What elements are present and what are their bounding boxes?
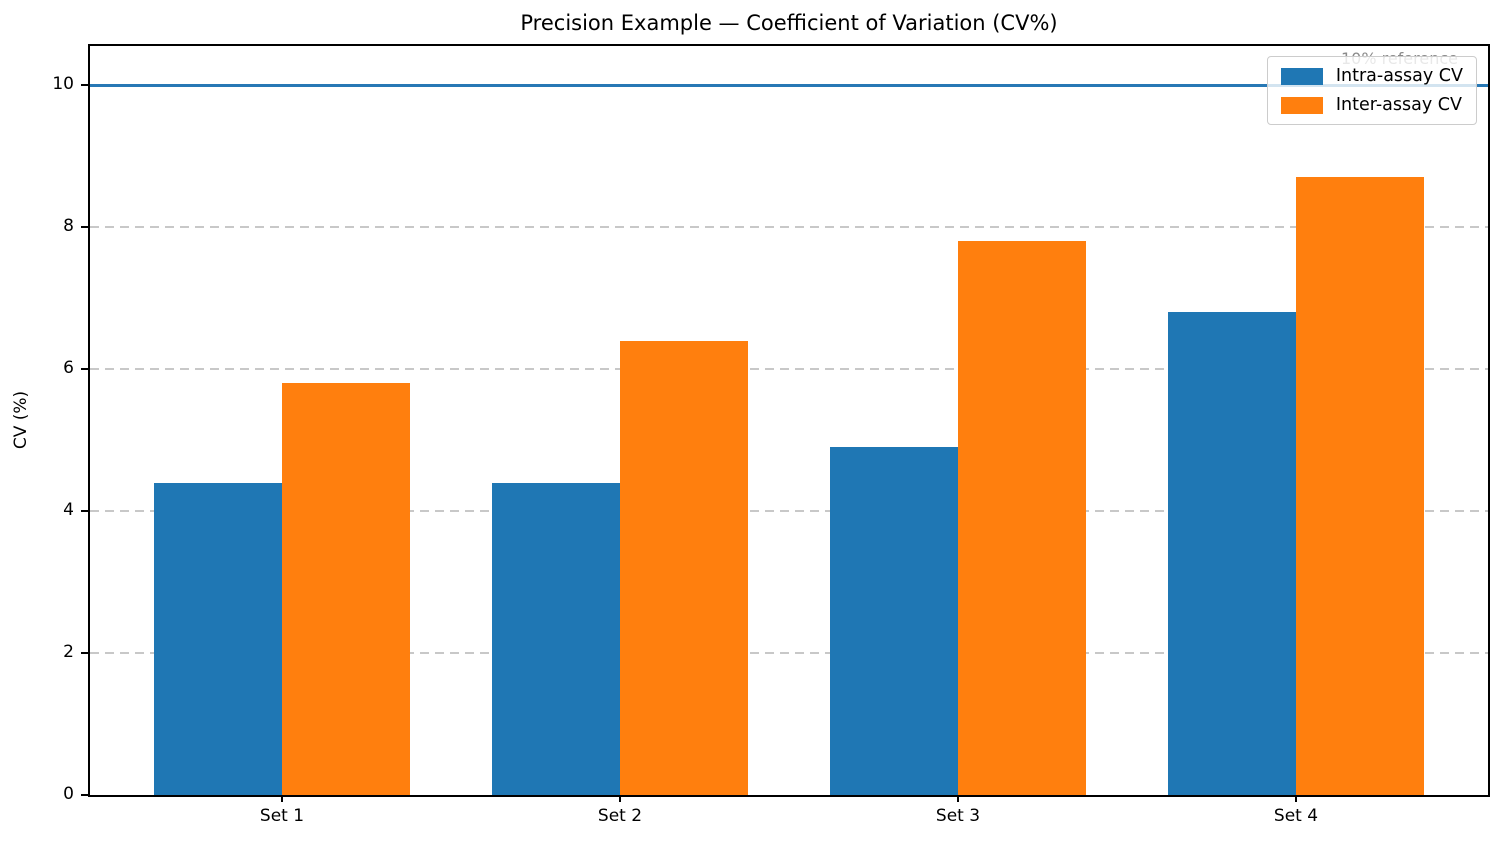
x-tick-label-set-1: Set 1: [259, 806, 305, 826]
reference-line: [90, 83, 1488, 87]
x-tick-set-1: [280, 795, 283, 802]
y-tick-4: [81, 510, 88, 513]
legend: Intra-assay CV Inter-assay CV: [1266, 56, 1477, 125]
legend-item-intra-assay-cv: Intra-assay CV: [1280, 66, 1463, 86]
bar-intra-assay-cv-set-3: [829, 447, 958, 795]
y-tick-label-0: 0: [63, 784, 74, 804]
gridline-y-4: [90, 510, 1488, 513]
x-tick-set-2: [618, 795, 621, 802]
legend-swatch-intra-assay-cv: [1280, 67, 1323, 85]
bar-inter-assay-cv-set-3: [958, 241, 1087, 795]
gridline-y-8: [90, 226, 1488, 229]
y-tick-label-10: 10: [52, 74, 74, 95]
y-tick-label-4: 4: [63, 500, 74, 521]
chart-title: Precision Example — Coefficient of Varia…: [520, 11, 1058, 35]
y-tick-8: [81, 226, 88, 229]
legend-swatch-inter-assay-cv: [1280, 96, 1323, 114]
x-tick-set-4: [1295, 795, 1297, 802]
y-tick-label-8: 8: [63, 216, 74, 237]
legend-label-intra-assay-cv: Intra-assay CV: [1335, 66, 1463, 86]
y-tick-label-6: 6: [63, 358, 74, 379]
y-tick-2: [81, 652, 88, 654]
gridline-y-2: [90, 652, 1488, 654]
legend-item-inter-assay-cv: Inter-assay CV: [1280, 95, 1463, 115]
bar-intra-assay-cv-set-1: [153, 482, 282, 795]
legend-label-inter-assay-cv: Inter-assay CV: [1335, 95, 1462, 115]
x-tick-label-set-4: Set 4: [1273, 806, 1319, 826]
gridline-y-6: [90, 368, 1488, 371]
x-tick-label-set-2: Set 2: [597, 806, 643, 826]
bar-inter-assay-cv-set-1: [281, 383, 411, 795]
y-tick-6: [81, 368, 88, 371]
y-axis-label: CV (%): [11, 390, 31, 450]
y-tick-0: [81, 794, 88, 796]
y-tick-10: [81, 84, 88, 87]
x-tick-set-3: [957, 795, 959, 802]
bar-intra-assay-cv-set-4: [1167, 312, 1296, 795]
bar-inter-assay-cv-set-2: [619, 340, 749, 795]
bar-inter-assay-cv-set-4: [1296, 177, 1425, 795]
x-tick-label-set-3: Set 3: [935, 806, 981, 826]
bar-intra-assay-cv-set-2: [491, 482, 620, 795]
y-tick-label-2: 2: [63, 642, 74, 662]
